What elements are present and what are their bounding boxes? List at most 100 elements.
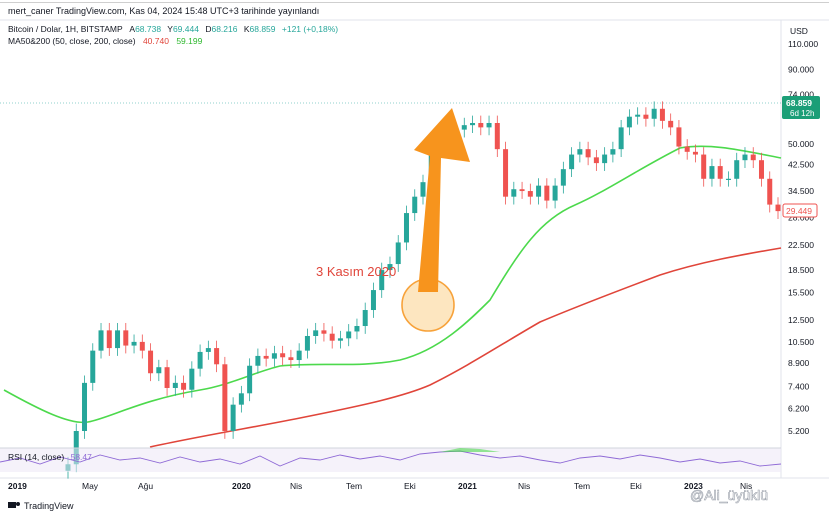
rsi-legend[interactable]: RSI (14, close) 58.47	[8, 452, 92, 462]
candle-down	[139, 341, 145, 351]
candle-up	[362, 310, 368, 327]
ma200-line	[149, 247, 782, 448]
rsi-pane	[0, 448, 781, 472]
time-axis[interactable]: 2019 May Ağu 2020 Nis Tem Eki 2021 Nis Tem Eki 2023…	[8, 481, 752, 491]
candle-down	[321, 330, 327, 334]
time-tick-label: Nis	[740, 481, 752, 491]
candle-up	[461, 125, 467, 130]
ma-indicator-label[interactable]: MA50&200 (50, close, 200, close)	[8, 36, 136, 46]
time-tick-label: Nis	[290, 481, 302, 491]
candle-up	[115, 330, 121, 349]
candle-up	[189, 368, 195, 390]
candle-down	[527, 191, 533, 197]
candle-up	[651, 108, 657, 119]
candle-up	[387, 264, 393, 271]
candle-up	[346, 331, 352, 339]
candle-down	[750, 154, 756, 161]
close-value: 68.859	[250, 24, 276, 34]
candle-up	[90, 350, 96, 383]
time-tick-label: 2023	[684, 481, 703, 491]
price-axis[interactable]: 110.000 90.000 74.000 50.000 42.500 34.500 28.…	[788, 39, 818, 436]
candle-up	[296, 350, 302, 361]
ma200-badge-value: 29.449	[786, 206, 812, 216]
candle-up	[403, 213, 409, 243]
price-tick-label: 74.000	[788, 89, 814, 99]
candle-up	[238, 393, 244, 405]
candle-up	[709, 166, 715, 179]
low-value: 68.216	[211, 24, 237, 34]
candle-up	[255, 355, 261, 366]
price-tick-label: 7.400	[788, 381, 810, 391]
candle-up	[172, 382, 178, 388]
candle-down	[288, 357, 294, 361]
candle-up	[602, 154, 608, 164]
rsi-value: 58.47	[71, 452, 93, 462]
candle-up	[156, 367, 162, 374]
rsi-overbought-fill	[440, 448, 500, 452]
price-tick-label: 90.000	[788, 64, 814, 74]
candle-up	[412, 196, 418, 214]
watermark-text: @Ali_üyüklü	[690, 487, 768, 503]
candle-up	[271, 353, 277, 359]
candle-up	[569, 154, 575, 170]
candle-down	[494, 122, 500, 150]
ma200-value: 59.199	[176, 36, 202, 46]
candle-down	[585, 149, 591, 158]
price-tick-label: 42.500	[788, 160, 814, 170]
tradingview-logo-icon	[8, 502, 20, 508]
candle-up	[511, 189, 517, 197]
tradingview-brand[interactable]: TradingView	[24, 501, 74, 511]
candle-down	[544, 185, 550, 201]
candle-up	[197, 351, 203, 369]
candle-down	[717, 166, 723, 179]
candle-down	[519, 189, 525, 192]
candle-down	[148, 350, 154, 374]
candle-up	[395, 242, 401, 265]
price-tick-label: 50.000	[788, 139, 814, 149]
candle-up	[577, 149, 583, 155]
time-tick-label: Tem	[574, 481, 590, 491]
candle-up	[205, 348, 211, 352]
price-badge-value: 68.859	[786, 98, 812, 108]
candle-down	[106, 330, 112, 349]
candle-down	[181, 382, 187, 390]
candle-up	[486, 122, 492, 128]
candle-down	[593, 157, 599, 164]
candle-down	[478, 122, 484, 128]
candle-down	[280, 353, 286, 358]
time-tick-label: Nis	[518, 481, 530, 491]
candle-up	[742, 154, 748, 161]
candle-down	[503, 149, 509, 197]
candle-up	[354, 326, 360, 332]
legend-line-1: Bitcoin / Dolar, 1H, BITSTAMP A68.738 Y6…	[8, 24, 338, 34]
time-tick-label: 2021	[458, 481, 477, 491]
candle-up	[560, 169, 566, 186]
candle-up	[420, 182, 426, 197]
price-tick-label: 28.000	[788, 213, 814, 223]
time-tick-label: 2019	[8, 481, 27, 491]
time-tick-label: Eki	[404, 481, 416, 491]
candle-up	[98, 330, 104, 351]
time-tick-label: Eki	[630, 481, 642, 491]
ma200-badge	[782, 203, 818, 218]
candle-down	[767, 178, 773, 205]
candle-down	[214, 348, 220, 365]
candle-up	[734, 160, 740, 179]
rsi-line	[0, 450, 782, 467]
price-tick-label: 18.500	[788, 265, 814, 275]
high-value: 69.444	[173, 24, 199, 34]
open-value: 68.738	[135, 24, 161, 34]
ma50-value: 40.740	[143, 36, 169, 46]
price-tick-label: 15.500	[788, 288, 814, 298]
price-tick-label: 10.500	[788, 337, 814, 347]
price-badge-time: 6d 12h	[790, 109, 814, 118]
symbol-label[interactable]: Bitcoin / Dolar, 1H, BITSTAMP	[8, 24, 123, 34]
price-tick-label: 5.200	[788, 426, 810, 436]
time-tick-label: Tem	[346, 481, 362, 491]
candle-up	[337, 338, 343, 341]
candle-up	[82, 382, 88, 431]
price-tick-label: 12.500	[788, 315, 814, 325]
candle-down	[659, 108, 665, 121]
publisher-line: mert_caner TradingView.com, Kas 04, 2024…	[8, 6, 319, 16]
ma50-line	[3, 145, 782, 424]
